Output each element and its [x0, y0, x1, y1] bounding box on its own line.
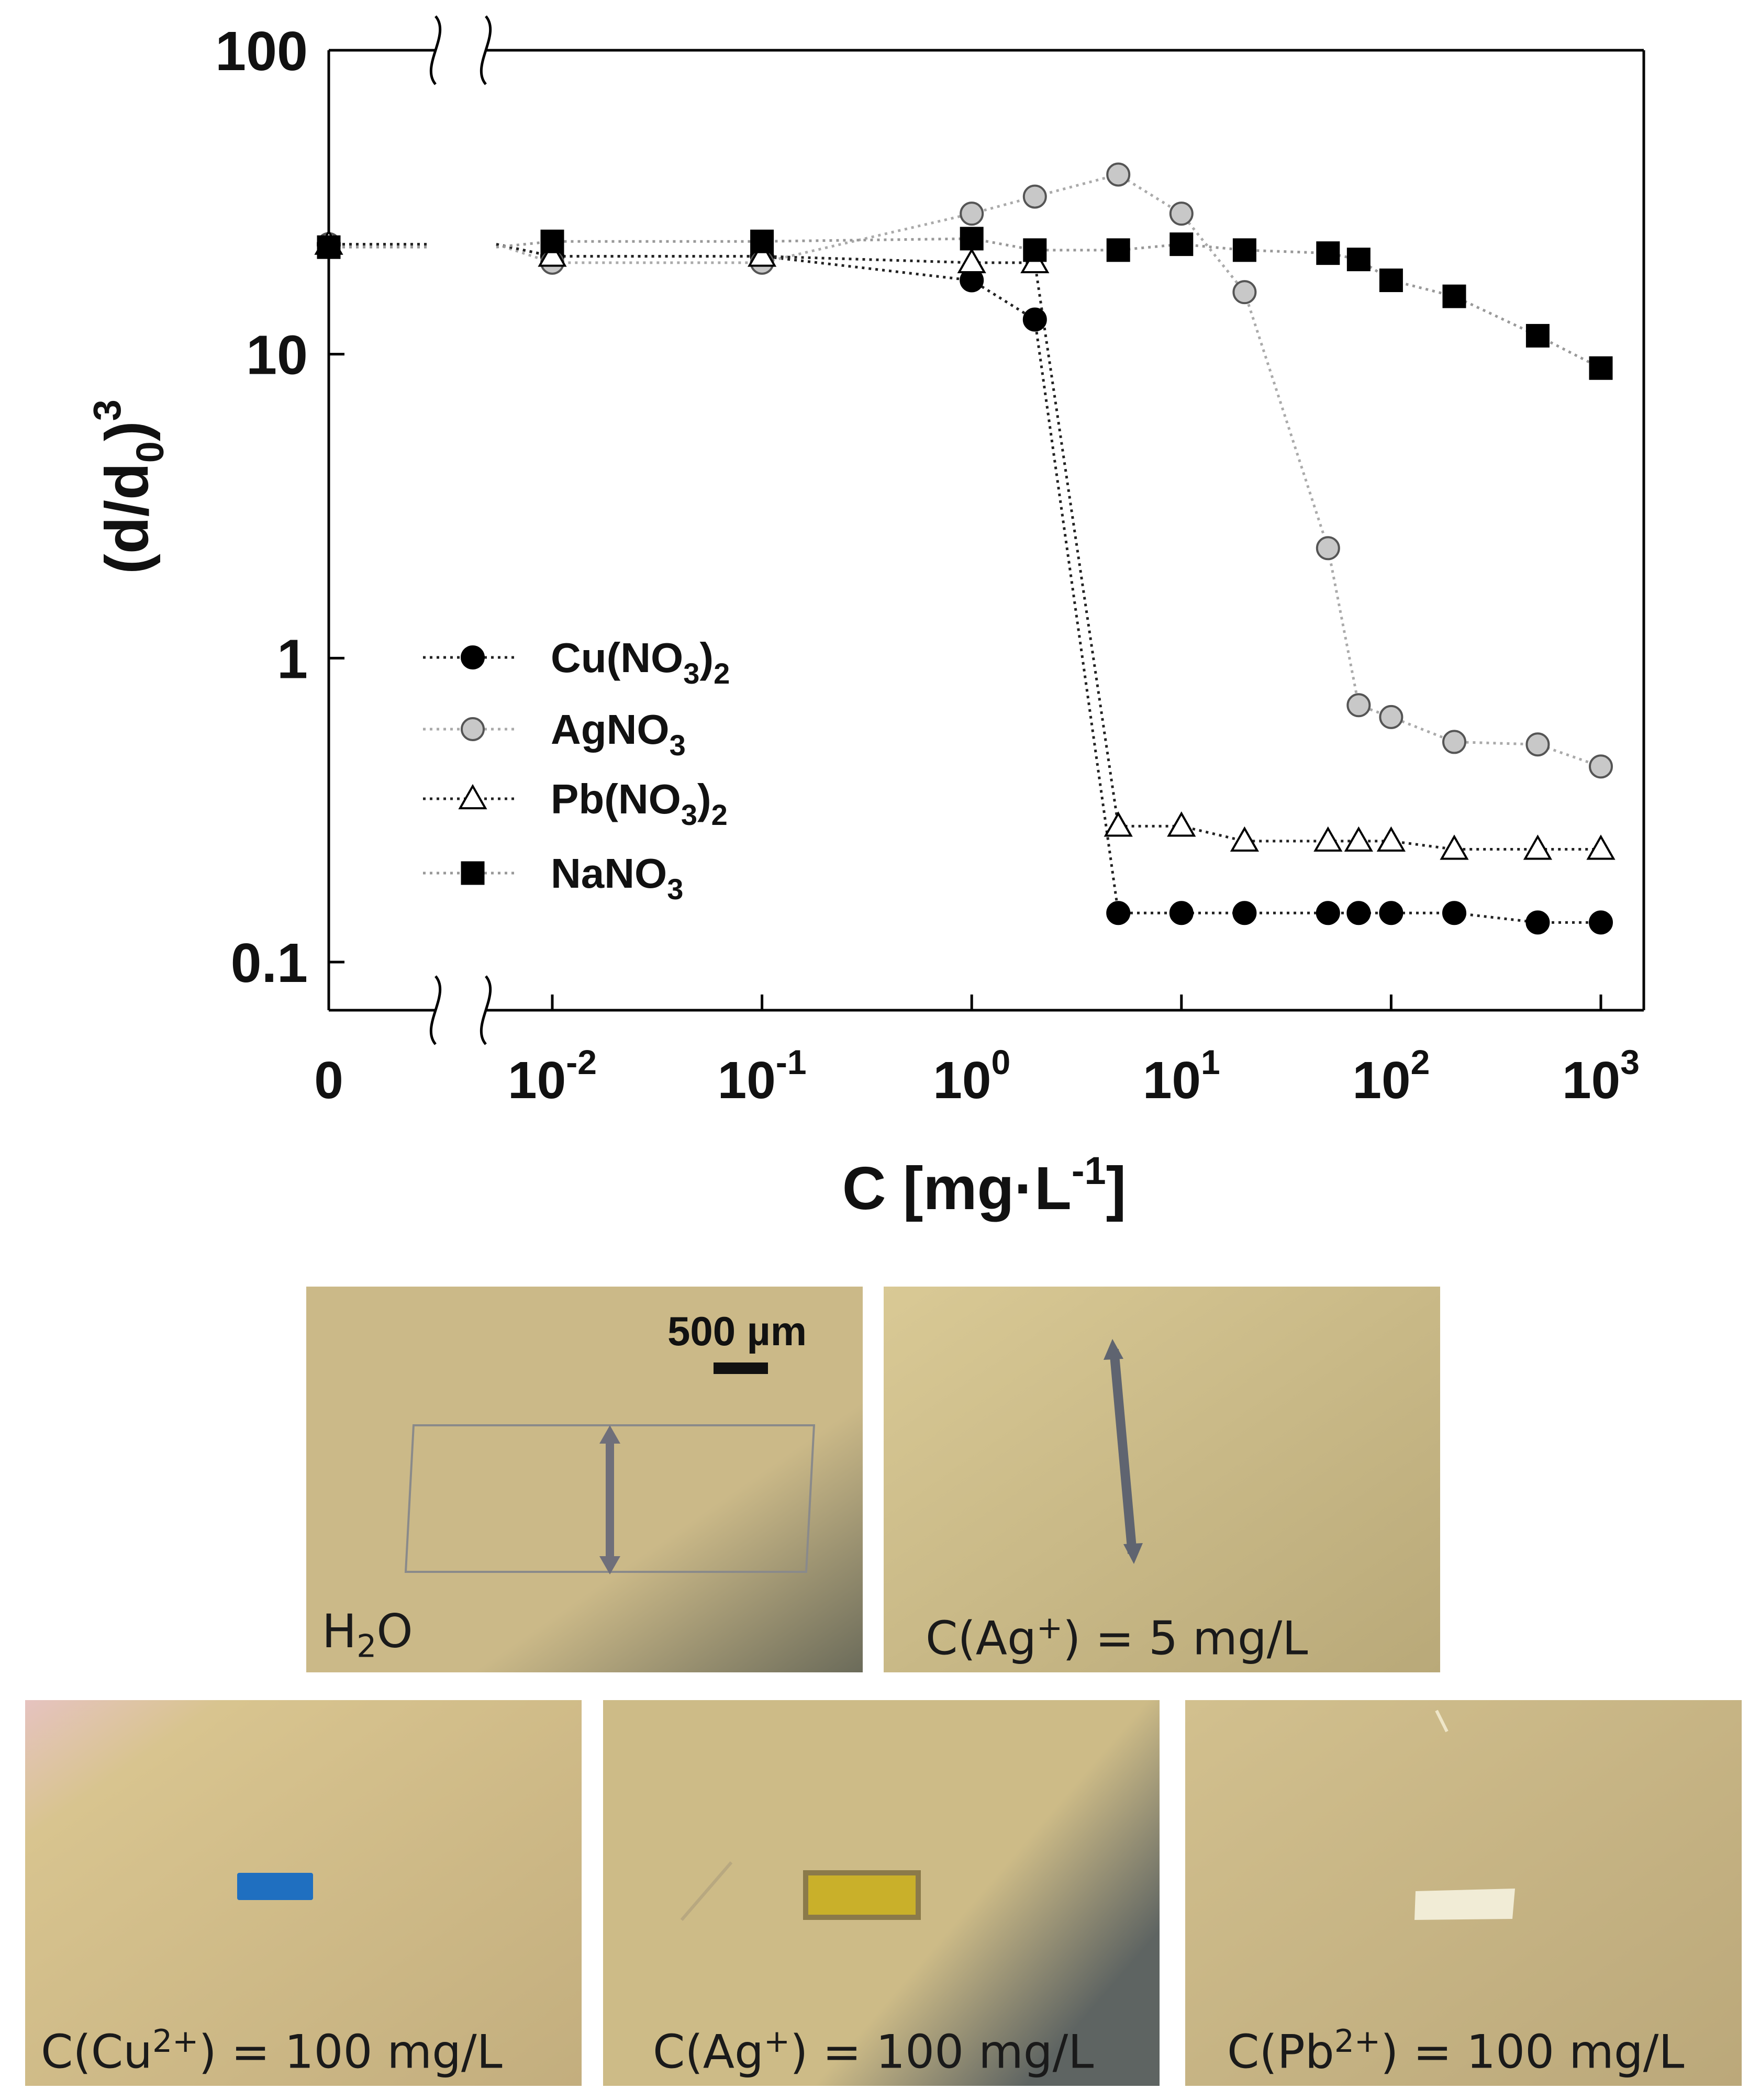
data-point	[1442, 284, 1466, 308]
data-point	[1106, 238, 1130, 262]
x-tick-label: 101	[1143, 1043, 1220, 1110]
photo-caption: H2O	[322, 1604, 413, 1665]
data-point	[1379, 901, 1403, 925]
photo-caption: C(Ag+) = 100 mg/L	[653, 2023, 1094, 2079]
data-point	[1022, 307, 1047, 332]
legend-marker	[461, 645, 485, 669]
data-point	[1589, 356, 1613, 380]
data-point	[1346, 693, 1371, 718]
photo-cu-100-image	[25, 1700, 582, 2086]
photo-ag-100-image	[603, 1700, 1160, 2086]
data-point	[1023, 238, 1047, 262]
data-point	[1232, 238, 1256, 262]
axis-break-mark	[429, 15, 442, 85]
chart-axes	[327, 15, 1645, 1045]
data-point	[960, 227, 984, 251]
data-point	[1022, 184, 1047, 209]
data-point	[1589, 910, 1613, 935]
data-point	[1232, 901, 1257, 925]
photo-h2o-image	[306, 1287, 863, 1672]
data-point	[1230, 826, 1259, 852]
data-point	[1376, 826, 1406, 852]
data-point	[1586, 834, 1616, 860]
axis-break-mark	[480, 15, 492, 85]
data-point	[538, 241, 567, 267]
data-point	[1346, 901, 1371, 925]
data-point	[748, 241, 777, 267]
legend-marker	[461, 861, 485, 885]
scale-bar-label: 500 µm	[667, 1308, 807, 1354]
y-tick-label: 1	[277, 628, 308, 690]
y-tick-label: 0.1	[231, 932, 308, 994]
photo-ag-5: C(Ag+) = 5 mg/L	[884, 1287, 1440, 1672]
legend-marker	[461, 717, 485, 741]
legend: Cu(NO3)2 AgNO3 Pb(NO3)2 NaNO3	[423, 634, 730, 906]
photo-caption: C(Cu2+) = 100 mg/L	[41, 2023, 503, 2079]
data-point	[1316, 536, 1340, 561]
axis-break-mark	[429, 975, 442, 1045]
legend-label: Cu(NO3)2	[551, 634, 730, 690]
data-point	[1104, 811, 1133, 837]
data-point	[1525, 910, 1550, 935]
x-tick-label: 102	[1352, 1043, 1430, 1110]
data-point	[1346, 248, 1371, 272]
y-tick-label: 100	[215, 20, 308, 82]
photo-cu-100: C(Cu2+) = 100 mg/L	[25, 1700, 582, 2086]
data-point	[750, 229, 774, 253]
data-point	[540, 229, 564, 253]
data-point	[957, 248, 986, 273]
photo-pb-100-image	[1185, 1700, 1742, 2086]
data-point	[1442, 730, 1466, 754]
legend-marker	[458, 784, 487, 810]
x-tick-label: 0	[314, 1051, 343, 1110]
x-tick-label: 10-2	[508, 1043, 597, 1110]
data-point	[1440, 834, 1469, 860]
data-point	[1379, 269, 1403, 293]
data-point	[1167, 811, 1196, 837]
data-point	[1316, 901, 1340, 925]
data-point	[1589, 754, 1613, 779]
x-tick-label: 100	[933, 1043, 1010, 1110]
data-point	[1523, 834, 1553, 860]
photo-ag-100: C(Ag+) = 100 mg/L	[603, 1700, 1160, 2086]
chart: 0.1 1 10 100 0 10-2 10-1 100 101 102 103 Cu(NO3)2 A…	[85, 15, 1645, 1222]
photo-caption: C(Pb2+) = 100 mg/L	[1227, 2023, 1685, 2079]
y-tick-label: 10	[246, 325, 308, 386]
data-point	[1379, 705, 1403, 729]
x-tick-label: 10-1	[718, 1043, 807, 1110]
series-markers	[314, 162, 1616, 935]
data-point	[1169, 202, 1194, 226]
data-point	[1344, 826, 1373, 852]
tick-labels: 0.1 1 10 100 0 10-2 10-1 100 101 102 103	[215, 20, 1640, 1110]
legend-label: Pb(NO3)2	[551, 776, 728, 831]
data-point	[317, 235, 341, 259]
data-point	[1106, 162, 1131, 187]
x-axis-label: C [mg·L-1]	[842, 1149, 1127, 1222]
data-point	[1232, 280, 1257, 305]
data-point	[1169, 232, 1194, 256]
photo-ag-5-image	[884, 1287, 1440, 1672]
data-point	[1316, 241, 1340, 265]
photo-caption: C(Ag+) = 5 mg/L	[926, 1609, 1308, 1665]
data-point	[1525, 732, 1550, 757]
series-line	[496, 243, 1601, 851]
scale-bar: 500 µm	[667, 1308, 807, 1374]
data-point	[1106, 901, 1131, 925]
axis-break-mark	[480, 975, 492, 1045]
legend-label: NaNO3	[551, 850, 683, 906]
x-tick-label: 103	[1562, 1043, 1640, 1110]
data-point	[1442, 901, 1466, 925]
photo-h2o: 500 µm H2O	[306, 1287, 863, 1672]
data-point	[1169, 901, 1194, 925]
data-point	[1525, 323, 1550, 348]
y-axis-label: (d/d0)3	[85, 399, 172, 574]
photo-pb-100: C(Pb2+) = 100 mg/L	[1185, 1700, 1742, 2086]
legend-label: AgNO3	[551, 706, 686, 762]
series-line	[496, 237, 1602, 370]
data-point	[960, 202, 984, 226]
data-point	[1313, 826, 1343, 852]
scale-bar-line	[714, 1362, 768, 1374]
